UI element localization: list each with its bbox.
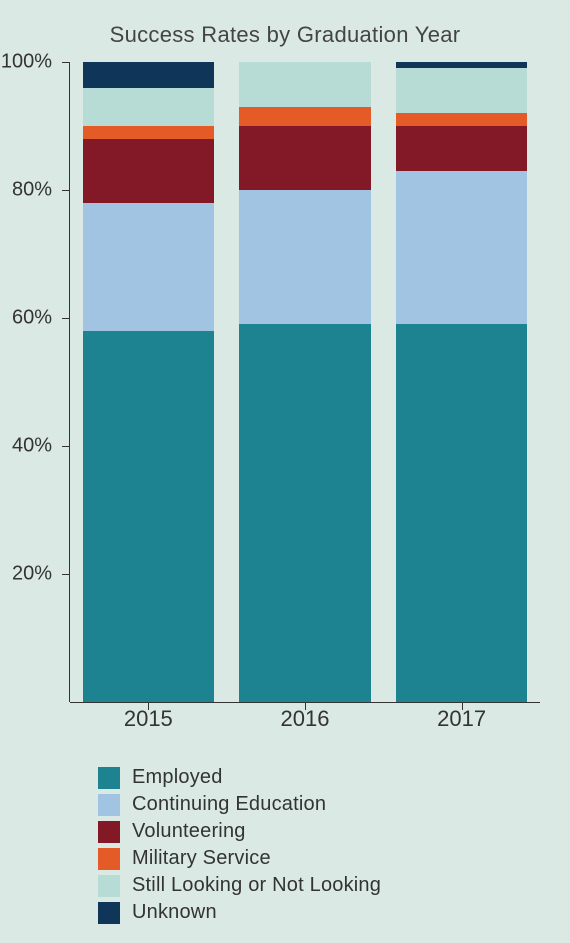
legend-item: Unknown	[98, 901, 381, 924]
legend-label: Employed	[132, 766, 223, 789]
bar-segment	[83, 88, 215, 126]
bar-segment	[396, 68, 528, 113]
bar-segment	[83, 139, 215, 203]
y-axis-tick	[62, 574, 70, 575]
bar-segment	[239, 107, 371, 126]
bar-group	[396, 62, 528, 702]
bar-segment	[396, 171, 528, 325]
bar-segment	[239, 62, 371, 107]
bar-segment	[83, 203, 215, 331]
legend-label: Still Looking or Not Looking	[132, 874, 381, 897]
legend-label: Unknown	[132, 901, 217, 924]
legend-swatch	[98, 767, 120, 789]
x-axis-label: 2015	[83, 706, 215, 732]
legend-label: Military Service	[132, 847, 271, 870]
legend-item: Continuing Education	[98, 793, 381, 816]
legend-item: Volunteering	[98, 820, 381, 843]
chart-plot-area: 20%40%60%80%100%	[70, 62, 540, 702]
bar-group	[239, 62, 371, 702]
bar-segment	[83, 62, 215, 88]
bar-segment	[396, 324, 528, 702]
legend: Employed Continuing Education Volunteering…	[98, 766, 381, 928]
bar-segment	[396, 126, 528, 171]
x-axis-labels: 2015 2016 2017	[70, 706, 540, 732]
legend-swatch	[98, 848, 120, 870]
x-axis-label: 2016	[239, 706, 371, 732]
x-axis-label: 2017	[396, 706, 528, 732]
bar-segment	[83, 331, 215, 702]
y-axis-tick	[62, 62, 70, 63]
legend-item: Military Service	[98, 847, 381, 870]
y-axis-label: 40%	[12, 435, 52, 458]
legend-swatch	[98, 902, 120, 924]
chart-title: Success Rates by Graduation Year	[0, 22, 570, 48]
bar-segment	[396, 113, 528, 126]
legend-swatch	[98, 794, 120, 816]
bar-segment	[239, 190, 371, 324]
bar-segment	[239, 126, 371, 190]
y-axis: 20%40%60%80%100%	[0, 62, 60, 702]
bar-group	[83, 62, 215, 702]
legend-swatch	[98, 821, 120, 843]
legend-label: Volunteering	[132, 820, 246, 843]
y-axis-tick	[62, 190, 70, 191]
legend-item: Still Looking or Not Looking	[98, 874, 381, 897]
bar-segment	[239, 324, 371, 702]
bar-segment	[83, 126, 215, 139]
legend-swatch	[98, 875, 120, 897]
bars-container	[70, 62, 540, 702]
y-axis-tick	[62, 318, 70, 319]
legend-label: Continuing Education	[132, 793, 326, 816]
y-axis-label: 20%	[12, 563, 52, 586]
y-axis-label: 60%	[12, 307, 52, 330]
y-axis-label: 100%	[1, 51, 52, 74]
legend-item: Employed	[98, 766, 381, 789]
y-axis-tick	[62, 446, 70, 447]
y-axis-label: 80%	[12, 179, 52, 202]
